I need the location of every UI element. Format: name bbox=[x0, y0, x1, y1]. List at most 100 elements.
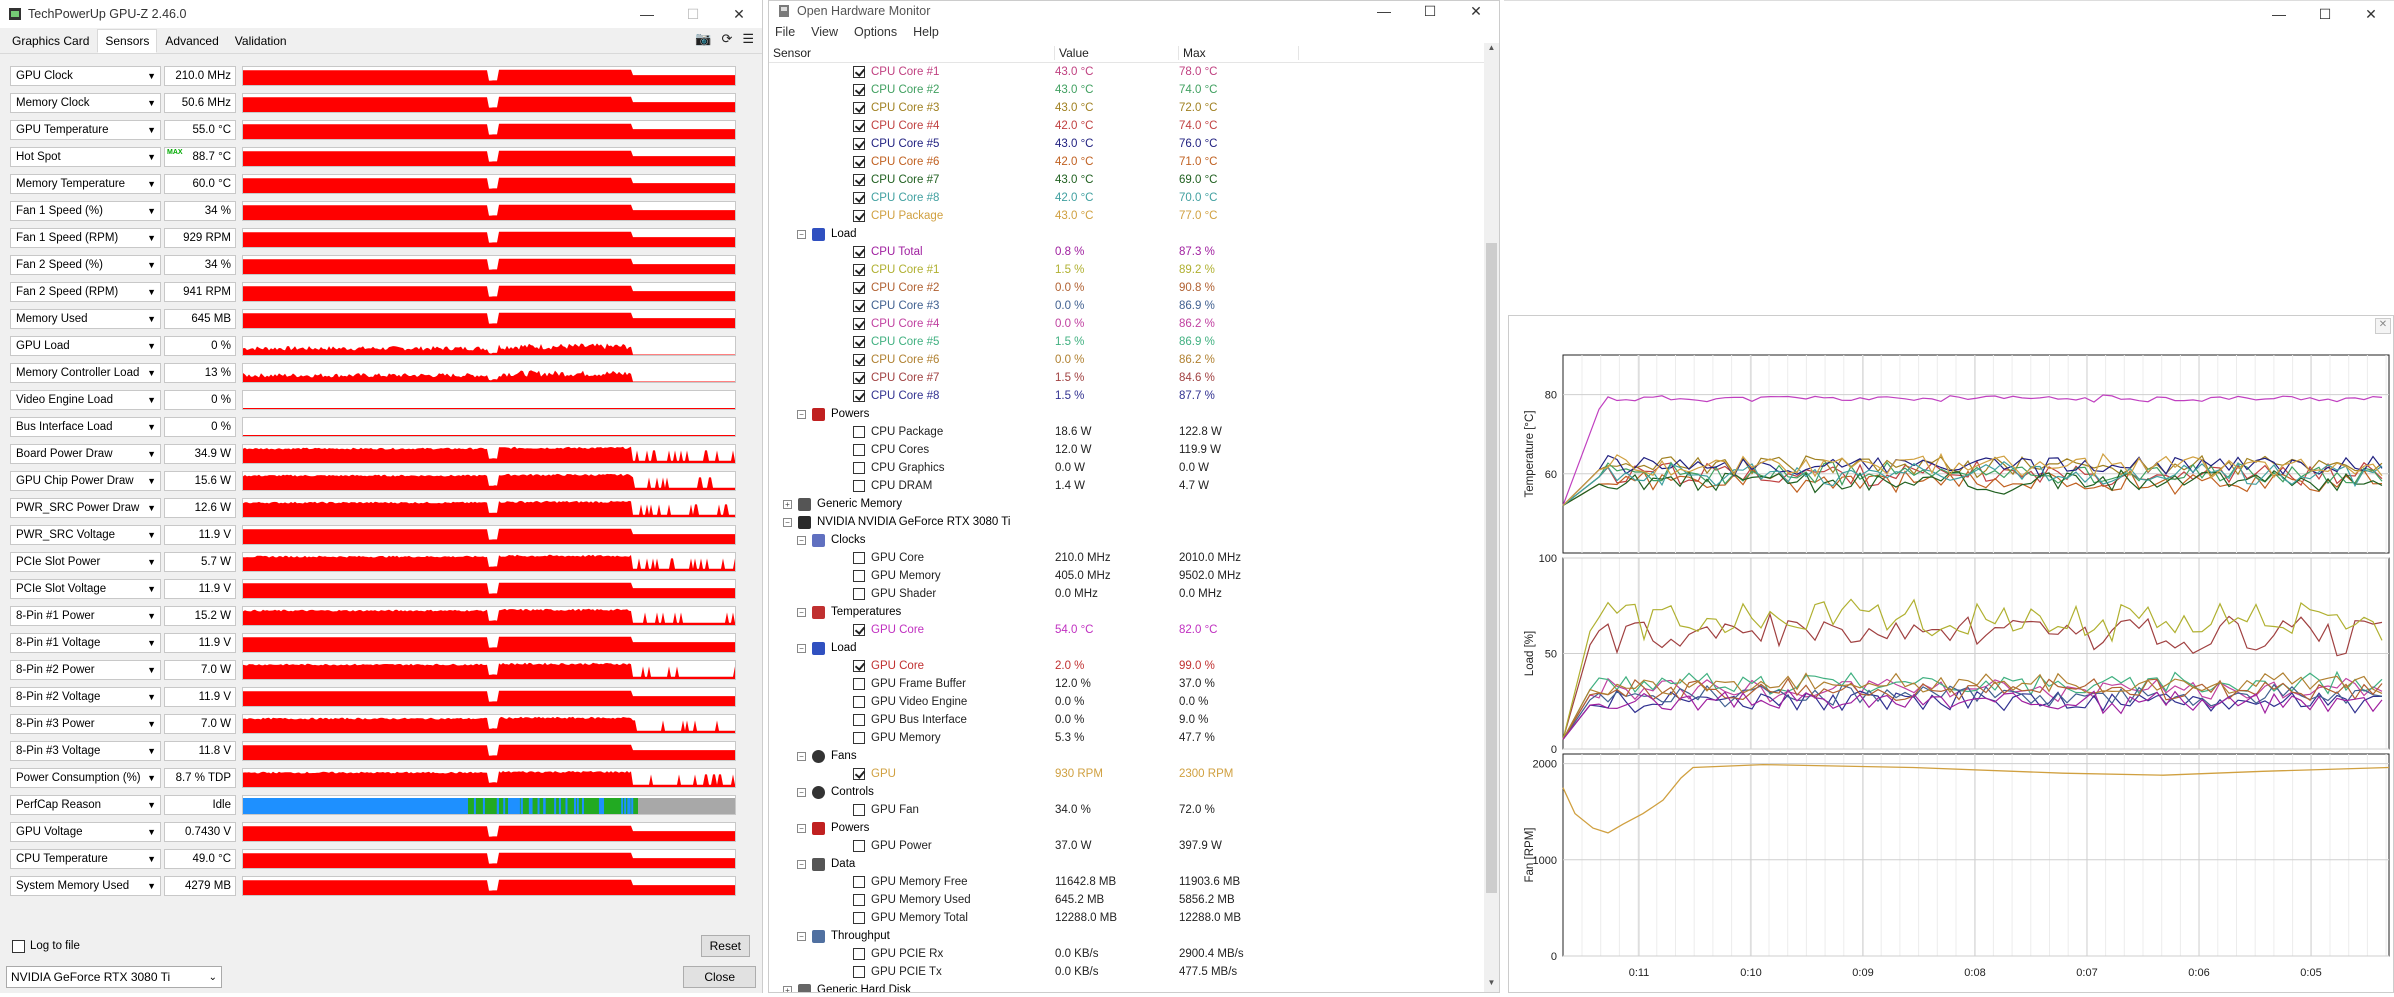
plot-close-icon[interactable]: ✕ bbox=[2375, 318, 2391, 334]
plot-checkbox[interactable] bbox=[853, 552, 865, 564]
plot-checkbox[interactable] bbox=[853, 264, 865, 276]
plot-checkbox[interactable] bbox=[853, 660, 865, 672]
sensor-name-dropdown[interactable]: PCIe Slot Voltage▼ bbox=[10, 579, 161, 599]
sensor-name-dropdown[interactable]: Power Consumption (%)▼ bbox=[10, 768, 161, 788]
sensor-name-dropdown[interactable]: Memory Used▼ bbox=[10, 309, 161, 329]
minimize-button[interactable]: — bbox=[624, 0, 670, 28]
sensor-name-dropdown[interactable]: 8-Pin #2 Power▼ bbox=[10, 660, 161, 680]
ohm-maximize-button[interactable]: ☐ bbox=[1407, 1, 1453, 21]
plot-checkbox[interactable] bbox=[853, 336, 865, 348]
tab-validation[interactable]: Validation bbox=[227, 29, 295, 53]
sensor-name-dropdown[interactable]: 8-Pin #1 Power▼ bbox=[10, 606, 161, 626]
tree-group[interactable]: −Load bbox=[769, 639, 1485, 657]
tree-group[interactable]: −Clocks bbox=[769, 531, 1485, 549]
sensor-name-dropdown[interactable]: 8-Pin #3 Voltage▼ bbox=[10, 741, 161, 761]
plot-checkbox[interactable] bbox=[853, 480, 865, 492]
menu-icon[interactable]: ☰ bbox=[742, 31, 754, 47]
plot-checkbox[interactable] bbox=[853, 66, 865, 78]
plot-checkbox[interactable] bbox=[853, 300, 865, 312]
scroll-down-icon[interactable]: ▼ bbox=[1484, 978, 1499, 992]
ohm-minimize-button[interactable]: — bbox=[1361, 1, 1407, 21]
tab-sensors[interactable]: Sensors bbox=[97, 29, 157, 53]
plot-checkbox[interactable] bbox=[853, 156, 865, 168]
tree-group[interactable]: −Load bbox=[769, 225, 1485, 243]
log-to-file-checkbox[interactable] bbox=[12, 940, 25, 953]
tree-group[interactable]: −Temperatures bbox=[769, 603, 1485, 621]
plot-checkbox[interactable] bbox=[853, 174, 865, 186]
camera-icon[interactable]: 📷 bbox=[695, 31, 711, 47]
sensor-name-dropdown[interactable]: PCIe Slot Power▼ bbox=[10, 552, 161, 572]
sensor-name-dropdown[interactable]: Memory Clock▼ bbox=[10, 93, 161, 113]
tree-group[interactable]: −Powers bbox=[769, 405, 1485, 423]
sensor-name-dropdown[interactable]: Video Engine Load▼ bbox=[10, 390, 161, 410]
collapse-icon[interactable]: − bbox=[797, 860, 806, 869]
plot-checkbox[interactable] bbox=[853, 120, 865, 132]
collapse-icon[interactable]: − bbox=[783, 518, 792, 527]
sensor-name-dropdown[interactable]: GPU Clock▼ bbox=[10, 66, 161, 86]
plot-checkbox[interactable] bbox=[853, 912, 865, 924]
plot-checkbox[interactable] bbox=[853, 84, 865, 96]
plot-checkbox[interactable] bbox=[853, 462, 865, 474]
collapse-icon[interactable]: − bbox=[797, 410, 806, 419]
sensor-name-dropdown[interactable]: Board Power Draw▼ bbox=[10, 444, 161, 464]
device-select[interactable]: NVIDIA GeForce RTX 3080 Ti ⌄ bbox=[6, 966, 222, 988]
plot-checkbox[interactable] bbox=[853, 678, 865, 690]
scrollbar-thumb[interactable] bbox=[1486, 243, 1497, 893]
sensor-name-dropdown[interactable]: Fan 1 Speed (RPM)▼ bbox=[10, 228, 161, 248]
scroll-up-icon[interactable]: ▲ bbox=[1484, 43, 1499, 57]
sensor-name-dropdown[interactable]: PWR_SRC Voltage▼ bbox=[10, 525, 161, 545]
plot-checkbox[interactable] bbox=[853, 210, 865, 222]
plot-checkbox[interactable] bbox=[853, 840, 865, 852]
maximize-button[interactable]: ☐ bbox=[670, 0, 716, 28]
collapse-icon[interactable]: − bbox=[797, 788, 806, 797]
plot-checkbox[interactable] bbox=[853, 948, 865, 960]
sensor-name-dropdown[interactable]: Fan 2 Speed (RPM)▼ bbox=[10, 282, 161, 302]
tree-group[interactable]: −Throughput bbox=[769, 927, 1485, 945]
expand-icon[interactable]: + bbox=[783, 986, 792, 994]
plot-checkbox[interactable] bbox=[853, 732, 865, 744]
sensor-name-dropdown[interactable]: Fan 2 Speed (%)▼ bbox=[10, 255, 161, 275]
bg-maximize-button[interactable]: ☐ bbox=[2302, 0, 2348, 28]
sensor-name-dropdown[interactable]: System Memory Used▼ bbox=[10, 876, 161, 896]
bg-minimize-button[interactable]: — bbox=[2256, 0, 2302, 28]
menu-help[interactable]: Help bbox=[913, 25, 939, 39]
column-sensor[interactable]: Sensor bbox=[769, 46, 1055, 60]
plot-checkbox[interactable] bbox=[853, 624, 865, 636]
collapse-icon[interactable]: − bbox=[797, 752, 806, 761]
plot-checkbox[interactable] bbox=[853, 444, 865, 456]
collapse-icon[interactable]: − bbox=[797, 644, 806, 653]
plot-checkbox[interactable] bbox=[853, 282, 865, 294]
close-button[interactable]: Close bbox=[683, 966, 756, 988]
plot-checkbox[interactable] bbox=[853, 372, 865, 384]
plot-checkbox[interactable] bbox=[853, 714, 865, 726]
plot-checkbox[interactable] bbox=[853, 318, 865, 330]
plot-checkbox[interactable] bbox=[853, 102, 865, 114]
sensor-name-dropdown[interactable]: GPU Voltage▼ bbox=[10, 822, 161, 842]
